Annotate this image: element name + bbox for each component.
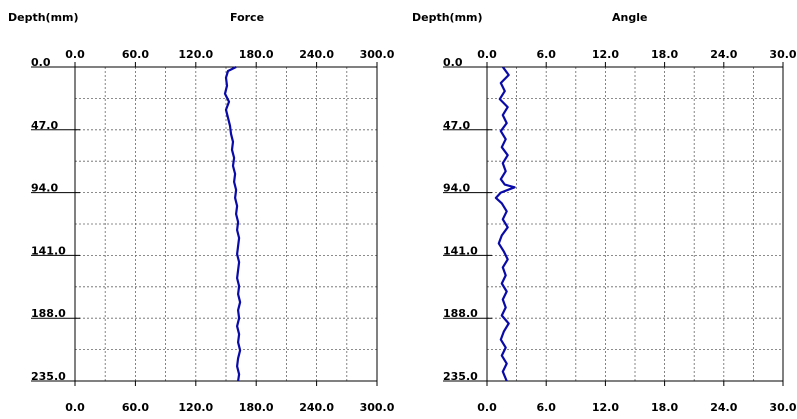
force-y-tick-label: 141.0 xyxy=(31,244,66,257)
angle-plot-frame xyxy=(486,66,784,382)
angle-y-tick-label: 47.0 xyxy=(443,119,470,132)
force-plot-frame xyxy=(74,66,378,382)
angle-bottom-tick-label: 12.0 xyxy=(592,401,619,414)
angle-top-tick-label: 24.0 xyxy=(710,48,737,61)
angle-bottom-tick-label: 6.0 xyxy=(536,401,556,414)
angle-bottom-tick-label: 18.0 xyxy=(651,401,678,414)
force-top-tick-label: 0.0 xyxy=(65,48,85,61)
force-y-tick-label: 188.0 xyxy=(31,307,66,320)
angle-chart-ylabel: Depth(mm) xyxy=(412,11,483,24)
force-bottom-tick-label: 120.0 xyxy=(178,401,213,414)
force-top-tick-label: 240.0 xyxy=(299,48,334,61)
force-top-tick-label: 120.0 xyxy=(178,48,213,61)
force-chart-title: Force xyxy=(230,11,264,24)
angle-y-tick-label: 235.0 xyxy=(443,370,478,383)
angle-bottom-tick-label: 30.0 xyxy=(769,401,796,414)
angle-chart-title: Angle xyxy=(612,11,647,24)
angle-top-tick-label: 6.0 xyxy=(536,48,556,61)
force-bottom-tick-label: 240.0 xyxy=(299,401,334,414)
force-bottom-tick-label: 300.0 xyxy=(360,401,395,414)
force-series-line xyxy=(223,66,242,382)
angle-y-tick-label: 188.0 xyxy=(443,307,478,320)
angle-y-tick-label: 141.0 xyxy=(443,244,478,257)
force-y-tick-label: 94.0 xyxy=(31,182,58,195)
force-top-tick-label: 180.0 xyxy=(239,48,274,61)
angle-top-tick-label: 18.0 xyxy=(651,48,678,61)
angle-top-tick-label: 0.0 xyxy=(477,48,497,61)
force-y-tick-label: 0.0 xyxy=(31,56,51,69)
angle-bottom-tick-label: 24.0 xyxy=(710,401,737,414)
force-y-tick-label: 235.0 xyxy=(31,370,66,383)
angle-top-tick-label: 30.0 xyxy=(769,48,796,61)
angle-y-tick-label: 0.0 xyxy=(443,56,463,69)
force-bottom-tick-label: 180.0 xyxy=(239,401,274,414)
angle-y-tick-label: 94.0 xyxy=(443,182,470,195)
angle-series-line xyxy=(494,66,516,382)
angle-chart: Depth(mm) Angle 0.0 0.0 6.0 6.0 12.0 12.0 18.0… xyxy=(412,11,797,414)
force-chart-ylabel: Depth(mm) xyxy=(8,11,79,24)
force-bottom-tick-label: 60.0 xyxy=(122,401,149,414)
force-bottom-tick-label: 0.0 xyxy=(65,401,85,414)
angle-bottom-tick-label: 0.0 xyxy=(477,401,497,414)
angle-top-tick-label: 12.0 xyxy=(592,48,619,61)
force-top-tick-label: 300.0 xyxy=(360,48,395,61)
force-top-tick-label: 60.0 xyxy=(122,48,149,61)
force-y-tick-label: 47.0 xyxy=(31,119,58,132)
force-chart: Depth(mm) Force 0.0 0.0 60.0 60.0 120.0 120.0… xyxy=(8,11,395,414)
